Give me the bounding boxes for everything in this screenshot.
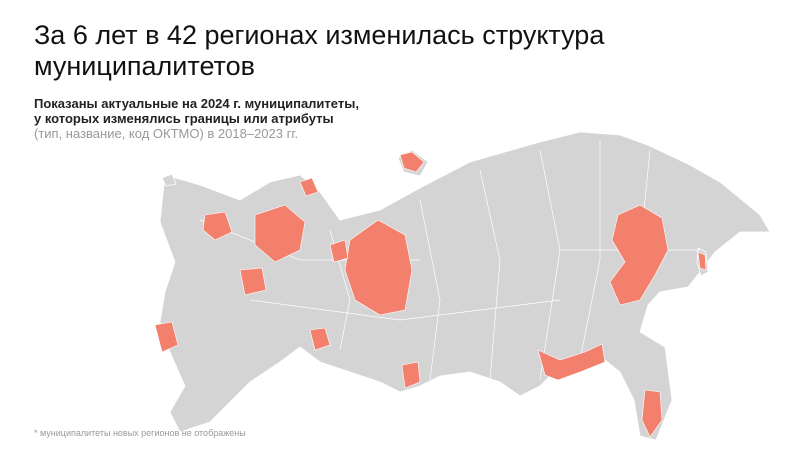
region-highlight: [399, 151, 425, 173]
region-highlight: [154, 321, 179, 353]
subtitle-line: у которых изменялись границы или атрибут…: [34, 111, 334, 126]
region-highlight: [401, 361, 421, 389]
region-highlight: [239, 267, 267, 296]
changed-municipalities: [154, 151, 707, 438]
region-highlight: [329, 239, 349, 263]
region-highlight: [309, 327, 331, 351]
title: За 6 лет в 42 регионах изменилась структ…: [34, 20, 604, 82]
subtitle-line: Показаны актуальные на 2024 г. муниципал…: [34, 96, 359, 111]
region-highlight: [202, 211, 233, 241]
region-highlight: [537, 343, 606, 381]
region-highlight: [344, 219, 413, 316]
subtitle: Показаны актуальные на 2024 г. муниципал…: [34, 96, 359, 141]
region-highlight: [697, 251, 707, 271]
region-highlight: [299, 177, 319, 197]
region-highlight: [609, 204, 669, 306]
title-line: За 6 лет в 42 регионах изменилась структ…: [34, 20, 605, 50]
region-highlight: [641, 389, 663, 438]
mainland: [159, 131, 771, 441]
region-highlight: [254, 204, 306, 263]
subtitle-note: (тип, название, код ОКТМО) в 2018–2023 г…: [34, 126, 299, 141]
kaliningrad: [161, 173, 177, 187]
footnote: * муниципалитеты новых регионов не отобр…: [34, 428, 246, 438]
title-line: муниципалитетов: [34, 51, 255, 81]
